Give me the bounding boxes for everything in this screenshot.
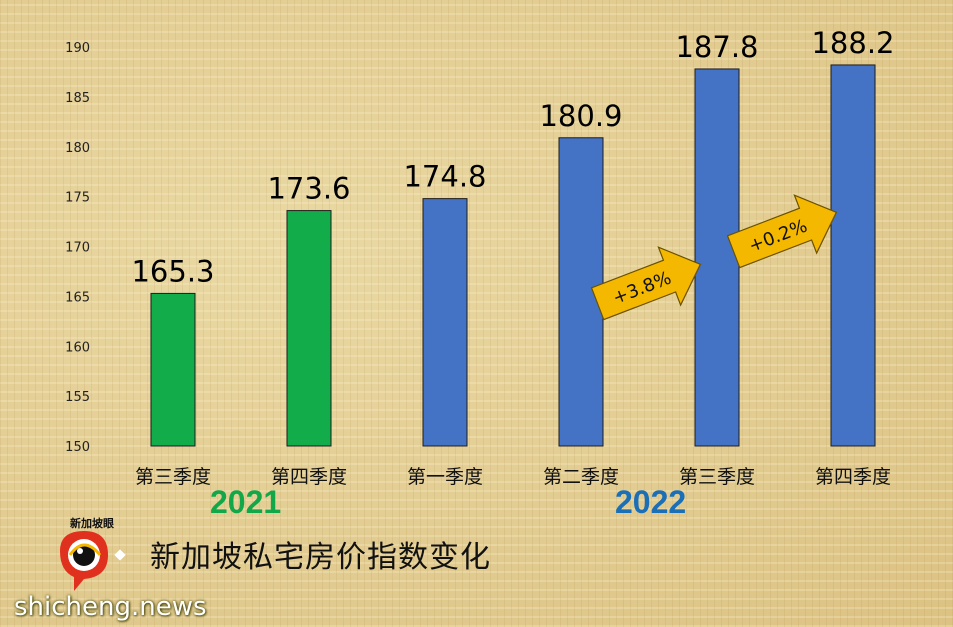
y-tick-label: 190 [65, 41, 90, 56]
arrow-shape [590, 246, 702, 321]
value-label: 187.8 [675, 30, 758, 64]
bars [150, 64, 876, 447]
arrow-shape [726, 194, 838, 269]
y-tick-label: 185 [65, 91, 90, 106]
y-tick-label: 165 [65, 290, 90, 305]
category-labels: 第三季度 第四季度 第一季度 第二季度 第三季度 第四季度 [135, 466, 891, 488]
value-label: 165.3 [131, 254, 214, 288]
year-label-2021: 2021 [210, 484, 282, 520]
category-label: 第四季度 [271, 466, 347, 488]
site-watermark: shicheng.news [14, 592, 207, 622]
growth-arrow: +3.8% [590, 246, 702, 321]
y-tick-label: 160 [65, 340, 90, 355]
bar [830, 64, 876, 447]
value-label: 174.8 [403, 160, 486, 194]
category-label: 第二季度 [543, 466, 619, 488]
brand-logo: 新加坡眼 [60, 516, 126, 591]
y-tick-label: 150 [65, 440, 90, 455]
y-tick-label: 175 [65, 191, 90, 206]
chart-title: 新加坡私宅房价指数变化 [150, 540, 491, 575]
value-labels: 165.3 173.6 174.8 180.9 187.8 188.2 [131, 26, 894, 288]
growth-arrow: +0.2% [726, 194, 838, 269]
year-label-2022: 2022 [615, 484, 687, 520]
value-label: 188.2 [811, 26, 894, 60]
bar [286, 210, 332, 447]
y-tick-label: 155 [65, 390, 90, 405]
bar [694, 68, 740, 447]
value-label: 180.9 [539, 99, 622, 133]
category-label: 第三季度 [135, 466, 211, 488]
category-label: 第三季度 [679, 466, 755, 488]
y-axis: 150 155 160 165 170 175 180 185 190 [65, 41, 90, 455]
category-label: 第四季度 [815, 466, 891, 488]
logo-text: 新加坡眼 [70, 516, 114, 530]
y-tick-label: 170 [65, 241, 90, 256]
value-label: 173.6 [267, 172, 350, 206]
y-tick-label: 180 [65, 141, 90, 156]
category-label: 第一季度 [407, 466, 483, 488]
bar [422, 198, 468, 447]
chart-area: 150 155 160 165 170 175 180 185 190 165.3 173.6 17… [65, 26, 894, 488]
bar [150, 292, 196, 447]
